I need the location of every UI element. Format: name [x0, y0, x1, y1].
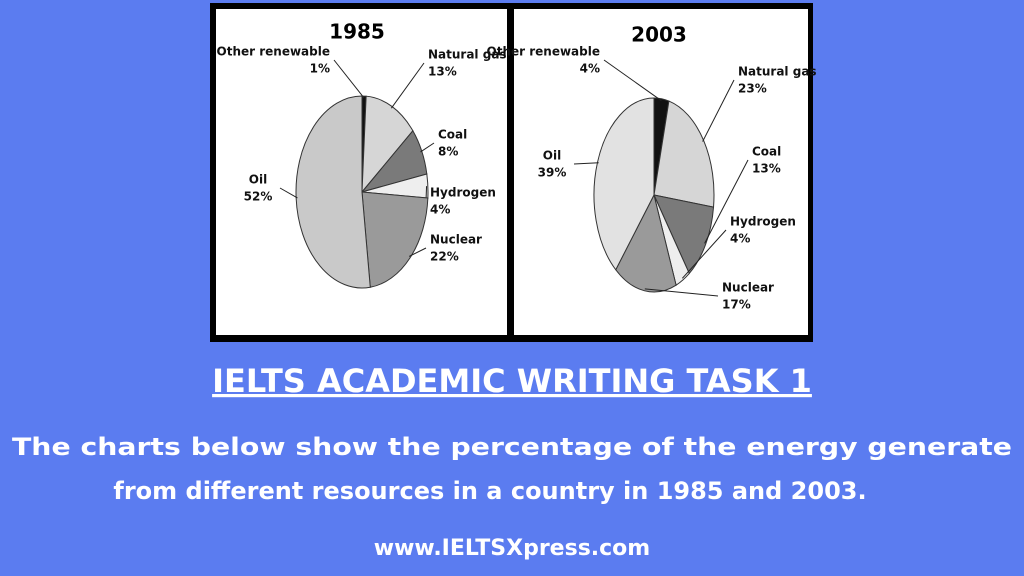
slice-label: Other renewable: [217, 45, 330, 59]
slice-value-label: 4%: [430, 203, 450, 217]
leader-line: [704, 159, 749, 244]
heading: IELTS ACADEMIC WRITING TASK 1: [212, 362, 812, 400]
slice-value-label: 17%: [722, 298, 751, 312]
leader-line: [420, 142, 435, 153]
slice-label: Hydrogen: [430, 186, 496, 200]
description-line: from different resources in a country in…: [113, 477, 866, 505]
slice-value-label: 23%: [738, 82, 767, 96]
leader-line: [279, 187, 298, 199]
slice-value-label: 4%: [580, 62, 600, 76]
pie-slice: [615, 193, 677, 293]
chart-title: 2003: [631, 23, 687, 47]
slice-label: Other renewable: [487, 45, 600, 59]
slice-label: Coal: [438, 128, 467, 142]
description-line: The charts below show the percentage of …: [12, 433, 1012, 461]
chart-title: 1985: [329, 20, 385, 44]
pie-slice: [653, 194, 715, 275]
leader-line: [702, 79, 735, 142]
slice-value-label: 22%: [430, 250, 459, 264]
slice-value-label: 13%: [752, 162, 781, 176]
leader-line: [333, 59, 365, 99]
leader-line: [390, 62, 425, 109]
leader-line: [644, 288, 719, 297]
slice-value-label: 8%: [438, 145, 458, 159]
slice-label: Natural gas: [428, 48, 507, 62]
leader-line: [603, 59, 662, 102]
slice-label: Hydrogen: [730, 215, 796, 229]
pie-slice: [361, 95, 414, 194]
leader-line: [573, 162, 599, 165]
slice-label: Oil: [543, 149, 561, 163]
slice-label: Nuclear: [430, 233, 482, 247]
slice-label: Natural gas: [738, 65, 817, 79]
pie-slice: [593, 97, 655, 271]
slice-value-label: 52%: [244, 190, 273, 204]
slice-label: Nuclear: [722, 281, 774, 295]
website: www.IELTSXpress.com: [374, 536, 650, 561]
pie-slice: [295, 95, 371, 289]
slice-label: Coal: [752, 145, 781, 159]
slice-value-label: 13%: [428, 65, 457, 79]
pie-slice: [361, 191, 429, 288]
slice-value-label: 1%: [310, 62, 330, 76]
slice-value-label: 4%: [730, 232, 750, 246]
leader-line: [681, 229, 727, 279]
leader-line: [408, 247, 427, 257]
slice-label: Oil: [249, 173, 267, 187]
slice-value-label: 39%: [538, 166, 567, 180]
